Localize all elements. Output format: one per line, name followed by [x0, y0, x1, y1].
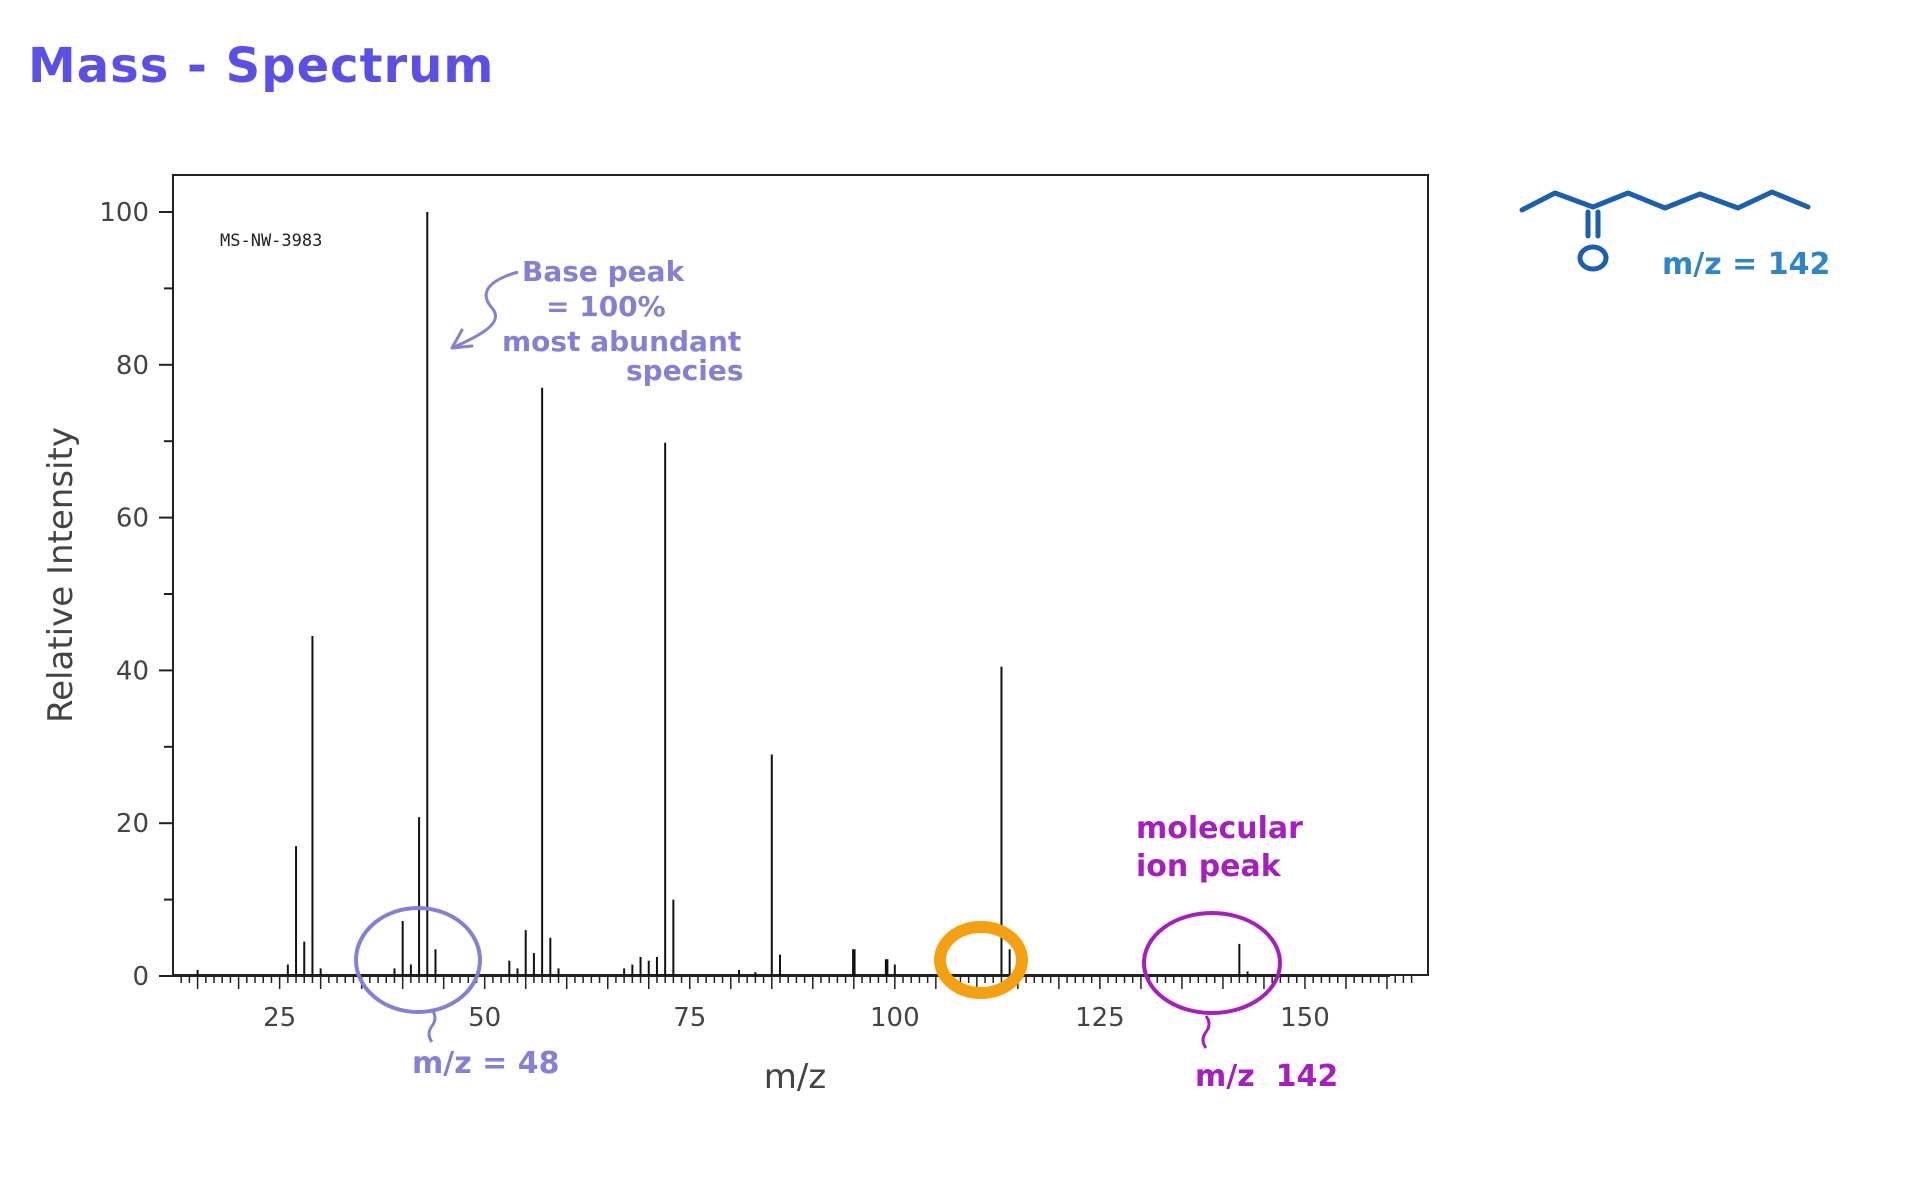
highlight-circle-mz43: [354, 906, 482, 1014]
molecular-ion-note: molecular ion peak: [1136, 810, 1303, 885]
mz142-connector: [1201, 1015, 1211, 1049]
y-tick-label: 40: [116, 656, 149, 686]
y-axis-title: Relative Intensity: [41, 427, 81, 723]
base-peak-arrowhead: [450, 328, 474, 350]
base-peak-note-line: Base peak: [522, 255, 685, 288]
y-tick-label: 60: [116, 504, 149, 534]
highlight-circle-mz142: [1142, 911, 1282, 1015]
x-axis-title: m/z: [764, 1057, 826, 1097]
y-tick-label: 100: [99, 198, 149, 228]
x-tick-label: 100: [870, 1003, 920, 1033]
mz48-label: m/z = 48: [412, 1046, 560, 1081]
page-title: Mass - Spectrum: [28, 38, 495, 94]
x-tick-label: 25: [263, 1003, 296, 1033]
base-peak-note-line: most abundant: [502, 325, 742, 358]
spectrum-peaks: [196, 212, 1249, 976]
structure-mz-label: m/z = 142: [1662, 247, 1831, 282]
highlight-circle-mz113: [934, 921, 1028, 999]
molecular-ion-note-line: ion peak: [1136, 848, 1281, 884]
y-tick-label: 80: [116, 351, 149, 381]
molecular-ion-note-line: molecular: [1136, 811, 1303, 846]
mz142-label: m/z 142: [1195, 1059, 1339, 1094]
x-tick-label: 125: [1075, 1003, 1125, 1033]
x-tick-label: 75: [673, 1003, 706, 1033]
ketone-skeletal-structure-icon: [1519, 189, 1811, 272]
y-tick-label: 20: [116, 809, 149, 839]
x-axis-ticks: 25 50 75 100 125 150: [173, 975, 1413, 1033]
spectrum-id-label: MS-NW-3983: [220, 231, 322, 251]
mz48-connector: [427, 1009, 437, 1043]
base-peak-note-line: = 100%: [546, 290, 666, 323]
y-axis-ticks: 0 20 40 60 80 100: [99, 198, 173, 992]
y-tick-label: 0: [132, 962, 149, 992]
x-tick-label: 150: [1280, 1003, 1330, 1033]
base-peak-note-line: species: [626, 354, 744, 387]
base-peak-note: Base peak = 100% most abundant species: [502, 254, 744, 388]
x-tick-label: 50: [468, 1003, 501, 1033]
base-peak-arrow: [451, 270, 519, 350]
